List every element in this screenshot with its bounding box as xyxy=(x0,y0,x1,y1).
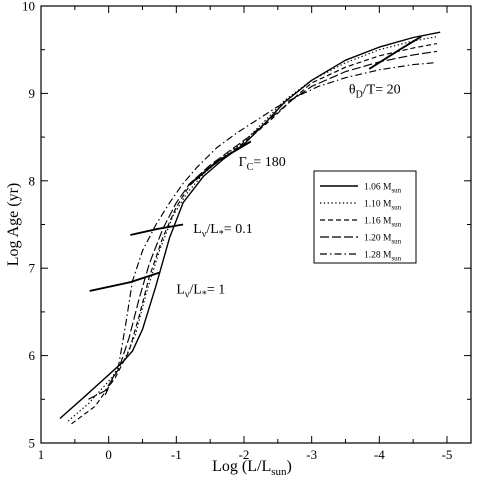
legend-label-1: 1.06 Msun xyxy=(364,183,402,195)
x-tick-label: 1 xyxy=(38,447,45,462)
annotation-1: ΓC= 180 xyxy=(239,155,286,173)
reference-line-2 xyxy=(130,223,184,236)
annotation-3: Lν/L*= 1 xyxy=(176,283,225,301)
x-tick-label: -4 xyxy=(374,447,385,462)
x-axis-title: Log (L/Lsun) xyxy=(212,458,292,478)
reference-lines xyxy=(89,35,422,292)
y-tick-label: 7 xyxy=(29,261,36,276)
y-tick-label: 6 xyxy=(29,348,36,363)
y-axis-title: Log Age (yr) xyxy=(5,183,22,267)
legend-label-3: 1.16 Msun xyxy=(364,217,402,229)
x-tick-label: 0 xyxy=(105,447,112,462)
legend-label-5: 1.28 Msun xyxy=(364,251,402,263)
axis-titles: Log (L/Lsun) Log Age (yr) xyxy=(5,183,292,478)
x-tick-label: -1 xyxy=(171,447,182,462)
legend-label-4: 1.20 Msun xyxy=(364,234,402,246)
series-line-4 xyxy=(88,50,437,400)
annotation-4: θD/T= 20 xyxy=(349,82,401,100)
x-tick-label: -2 xyxy=(239,447,250,462)
y-tick-label: 10 xyxy=(22,0,35,14)
reference-line-3 xyxy=(187,140,252,186)
legend: 1.06 Msun 1.10 Msun 1.16 Msun 1.20 Msun 1.28… xyxy=(313,170,417,264)
y-tick-label: 5 xyxy=(29,436,36,451)
x-tick-label: -3 xyxy=(306,447,317,462)
annotation-2: Lν/L*= 0.1 xyxy=(193,222,252,240)
reference-line-4 xyxy=(368,35,422,70)
reference-line-1 xyxy=(89,271,160,292)
x-tick-label: -5 xyxy=(442,447,453,462)
annotations: ΓC= 180 Lν/L*= 0.1 Lν/L*= 1 θD/T= 20 xyxy=(176,82,400,300)
y-tick-label: 9 xyxy=(29,86,36,101)
legend-label-2: 1.10 Msun xyxy=(364,200,402,212)
y-tick-label: 8 xyxy=(29,173,36,188)
